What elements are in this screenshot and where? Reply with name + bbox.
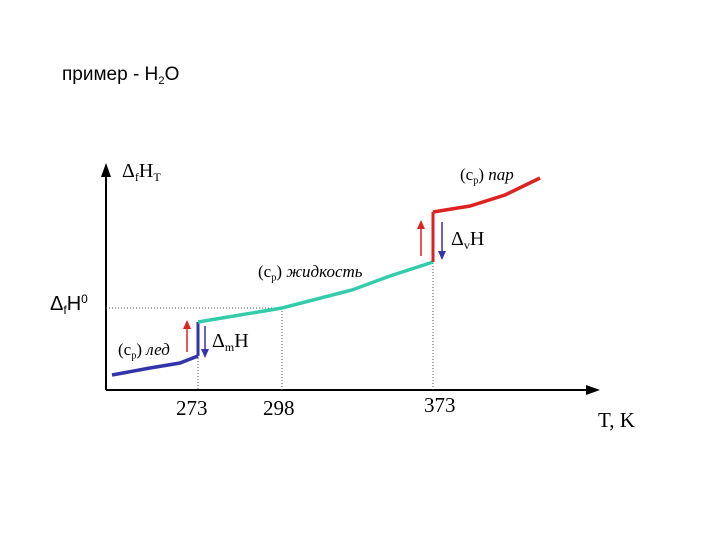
liquid-curve [197,260,434,324]
reference-enthalpy-label: ΔfH0 [50,291,88,318]
vapor-curve [432,176,541,214]
y-axis-arrowhead [101,163,111,177]
vap-up-arrowhead [417,220,425,229]
tick-label-373: 373 [424,393,456,417]
cp-liquid-label: (cp) жидкость [258,262,363,284]
cp-ice-label: (cp) лед [118,340,170,362]
tick-label-298: 298 [263,396,295,420]
cp-vapor-label: (cp) пар [460,165,514,187]
ice-curve [111,354,199,377]
diagram-title: пример - H2O [62,64,180,87]
vap-down-arrowhead [438,251,446,260]
x-axis-arrowhead [586,385,600,395]
melting-enthalpy-label: ΔmH [212,330,249,355]
melt-up-arrowhead [183,320,191,329]
melt-down-arrowhead [201,349,209,358]
x-axis-label: T, K [598,408,635,432]
tick-label-273: 273 [176,396,208,420]
vaporization-enthalpy-label: ΔvH [451,228,485,253]
y-axis-label: ΔfHT [122,160,161,185]
